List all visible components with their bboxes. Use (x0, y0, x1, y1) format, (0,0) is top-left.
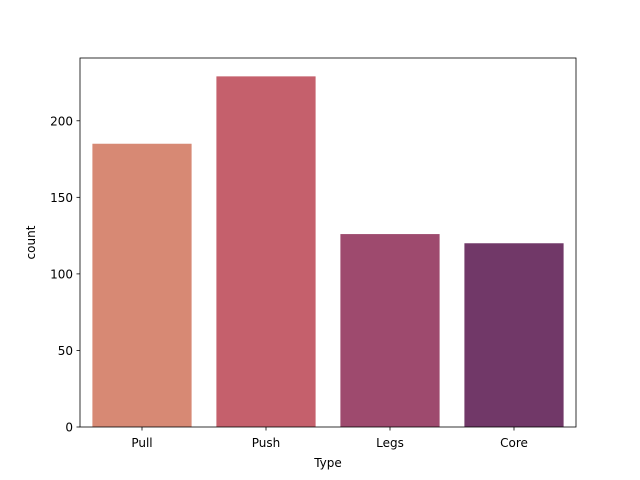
bars-group (92, 76, 564, 427)
x-tick-label: Core (500, 436, 528, 450)
y-tick-label: 50 (58, 344, 73, 358)
x-tick-label: Legs (376, 436, 404, 450)
bar-pull (92, 143, 192, 427)
y-tick-label: 150 (50, 191, 73, 205)
y-tick-label: 200 (50, 114, 73, 128)
y-tick-label: 100 (50, 267, 73, 281)
y-tick-label: 0 (65, 421, 73, 435)
y-axis-ticks: 0 50 100 150 200 (50, 114, 80, 435)
x-tick-label: Push (252, 436, 281, 450)
y-axis-label: count (24, 225, 38, 259)
bar-legs (340, 234, 440, 427)
plot-frame (79, 57, 577, 428)
bar-core (464, 243, 564, 427)
x-tick-label: Pull (131, 436, 152, 450)
x-axis-ticks: Pull Push Legs Core (131, 427, 528, 450)
bar-push (216, 76, 316, 427)
x-axis-label: Type (313, 456, 342, 470)
